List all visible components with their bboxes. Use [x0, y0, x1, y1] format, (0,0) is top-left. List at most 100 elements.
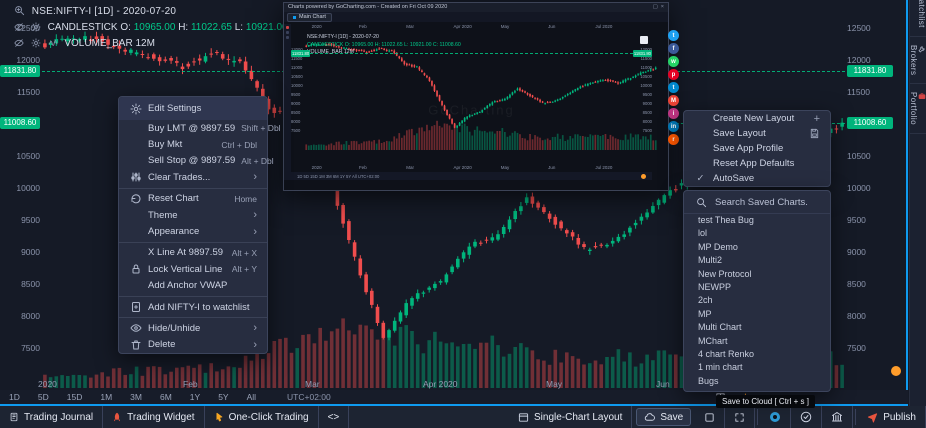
share-reddit-icon[interactable]: r [668, 134, 679, 145]
menu-item-add-anchor-vwap[interactable]: Add Anchor VWAP [119, 278, 267, 294]
menu-item-appearance[interactable]: Appearance › [148, 225, 257, 238]
menu-item-clear-trades[interactable]: Clear Trades... › [119, 169, 267, 185]
volume-settings-icon[interactable] [31, 38, 41, 48]
saved-chart-mchart[interactable]: MChart [698, 335, 728, 346]
fullscreen-button[interactable] [725, 406, 756, 428]
saved-chart-2ch[interactable]: 2ch [698, 295, 713, 306]
timeframe-3m[interactable]: 3M [130, 392, 142, 402]
price-label-pill: 11008.60 [847, 117, 893, 130]
symbol-search-icon[interactable] [14, 5, 25, 16]
publish-icon [867, 412, 878, 423]
saved-chart-newpp[interactable]: NEWPP [698, 281, 732, 292]
refresh-button[interactable] [791, 406, 823, 428]
snapshot-button[interactable] [760, 406, 792, 428]
popup-chart-area: 2020 Feb Mar Apr 2020 May Jun Jul 2020 NSE:NIF… [291, 24, 657, 180]
menu-item-add-nifty-i-to-watchlist[interactable]: Add NIFTY-I to watchlist [119, 299, 267, 315]
saved-chart-new-protocol[interactable]: New Protocol [698, 268, 752, 279]
saved-chart-multi-chart[interactable]: Multi Chart [698, 322, 742, 333]
price-tick: 9500 [21, 215, 40, 225]
saved-charts-search[interactable]: Search Saved Charts. [684, 191, 830, 214]
saved-chart-mp-demo[interactable]: MP Demo [698, 241, 738, 252]
sidebar-tab-watchlist[interactable]: Watchlist [910, 0, 926, 37]
chart-snapshot-popup[interactable]: Charts powered by GoCharting.com - Creat… [283, 2, 669, 191]
menu-item-label: Sell Stop @ 9897.59 [148, 155, 236, 167]
saved-chart-bugs[interactable]: Bugs [698, 375, 719, 386]
price-tick: 8500 [847, 279, 866, 289]
share-gmail-icon[interactable]: M [668, 95, 679, 106]
saved-charts-list: test Thea Bug lol MP Demo Multi2 New Protoco… [684, 214, 830, 388]
timeframe-1d[interactable]: 1D [9, 392, 20, 402]
menu-item-theme[interactable]: Theme › [148, 209, 257, 222]
price-label-pill: 11831.80 [0, 64, 40, 77]
price-label-pill: 11831.80 [847, 64, 893, 77]
price-tick: 8000 [847, 311, 866, 321]
timeframe-1y[interactable]: 1Y [189, 392, 201, 402]
menu-item-lock-vertical-line[interactable]: Lock Vertical Line Alt + Y [119, 261, 267, 277]
menu-item-save-app-profile[interactable]: Save App Profile [684, 141, 830, 156]
sidebar-tab-brokers[interactable]: Brokers [909, 37, 926, 85]
saved-chart-test-thea-bug[interactable]: test Thea Bug [698, 215, 754, 225]
menu-item-sell-stop-9897-59[interactable]: Sell Stop @ 9897.59 Alt + Dbl [148, 155, 274, 167]
saved-chart-1-min-chart[interactable]: 1 min chart [698, 362, 743, 373]
timeframe-5y[interactable]: 5Y [218, 392, 229, 402]
timeframe-6m[interactable]: 6M [159, 392, 172, 402]
menu-item-buy-lmt-9897-59[interactable]: Buy LMT @ 9897.59 Shift + Dbl [148, 122, 281, 134]
reset-icon [129, 193, 142, 205]
single-chart-layout-button[interactable]: Single-Chart Layout [509, 406, 633, 428]
save-button[interactable]: Save [636, 408, 692, 426]
price-axis-right[interactable]: 1250012000115001100010500100009500900085… [847, 0, 905, 376]
share-telegram-icon[interactable]: t [668, 82, 679, 93]
candlestick-label: CANDLESTICK [47, 22, 118, 33]
price-axis-left[interactable]: 1250012000115001100010500100009500900085… [0, 0, 40, 376]
menu-item-label: Delete [148, 339, 176, 351]
saved-chart-mp[interactable]: MP [698, 308, 712, 319]
trading-widget-button[interactable]: Trading Widget [103, 406, 205, 428]
assistant-bubble[interactable] [891, 366, 901, 376]
menu-item-edit-settings[interactable]: Edit Settings [119, 97, 267, 120]
study-settings-icon[interactable] [31, 22, 41, 32]
publish-button[interactable]: Publish [858, 406, 926, 428]
select-box-button[interactable] [695, 406, 726, 428]
popup-chart-tab[interactable]: Main Chart [287, 12, 332, 22]
popup-close-icon[interactable]: × [660, 4, 664, 10]
share-twitter-icon[interactable]: t [668, 30, 679, 41]
timeframe-bar: 1D 5D 15D 1M 3M 6M 1Y 5Y All UTC+02:00 [0, 390, 908, 404]
time-axis[interactable]: 2020 Feb Mar Apr 2020 May Jun [0, 378, 908, 392]
hide-study-icon[interactable] [14, 22, 24, 32]
trading-journal-button[interactable]: Trading Journal [0, 406, 104, 428]
share-instagram-icon[interactable]: i [668, 108, 679, 119]
menu-item-reset-chart[interactable]: Reset Chart Home [119, 191, 267, 207]
share-whatsapp-icon[interactable]: w [668, 56, 679, 67]
symbol-row[interactable]: NSE:NIFTY-I [1D] - 2020-07-20 [14, 4, 344, 20]
menu-item-label: Edit Settings [148, 103, 202, 114]
popup-title-text: Charts powered by GoCharting.com - Creat… [288, 4, 448, 10]
volume-legend-row[interactable]: VOLUME_BAR 12M [14, 36, 344, 52]
timezone-selector[interactable]: UTC+02:00 [287, 392, 331, 402]
share-facebook-icon[interactable]: f [668, 43, 679, 54]
timeframe-all[interactable]: All [246, 392, 257, 402]
menu-item-create-new-layout[interactable]: Create New Layout + [684, 111, 830, 126]
saved-chart-multi2[interactable]: Multi2 [698, 255, 723, 266]
share-linkedin-icon[interactable]: in [668, 121, 679, 132]
menu-item-hide-unhide[interactable]: Hide/Unhide › [119, 320, 267, 336]
popup-copy-icon[interactable] [640, 36, 648, 44]
timeframe-15d[interactable]: 15D [66, 392, 83, 402]
sidebar-tab-portfolio[interactable]: Portfolio [909, 84, 926, 135]
hide-volume-icon[interactable] [14, 38, 24, 48]
exchange-button[interactable] [822, 406, 854, 428]
popup-maximize-icon[interactable]: ▢ [652, 4, 658, 10]
timeframe-5d[interactable]: 5D [37, 392, 49, 402]
timeframe-1m[interactable]: 1M [100, 392, 113, 402]
saved-chart-4-chart-renko[interactable]: 4 chart Renko [698, 348, 755, 359]
menu-item-delete[interactable]: Delete › [119, 337, 267, 353]
saved-chart-lol[interactable]: lol [698, 228, 708, 239]
share-pinterest-icon[interactable]: p [668, 69, 679, 80]
menu-item-autosave[interactable]: ✓ AutoSave [684, 171, 830, 186]
menu-item-x-line-at-9897-59[interactable]: X Line At 9897.59 Alt + X [148, 247, 257, 259]
menu-item-reset-app-defaults[interactable]: Reset App Defaults [684, 156, 830, 171]
item-button[interactable]: <> [319, 406, 350, 428]
menu-item-save-layout[interactable]: Save Layout [684, 126, 830, 141]
menu-item-label: Save Layout [713, 128, 766, 139]
menu-item-buy-mkt[interactable]: Buy Mkt Ctrl + Dbl [148, 139, 257, 151]
one-click-trading-button[interactable]: One-Click Trading [205, 406, 319, 428]
